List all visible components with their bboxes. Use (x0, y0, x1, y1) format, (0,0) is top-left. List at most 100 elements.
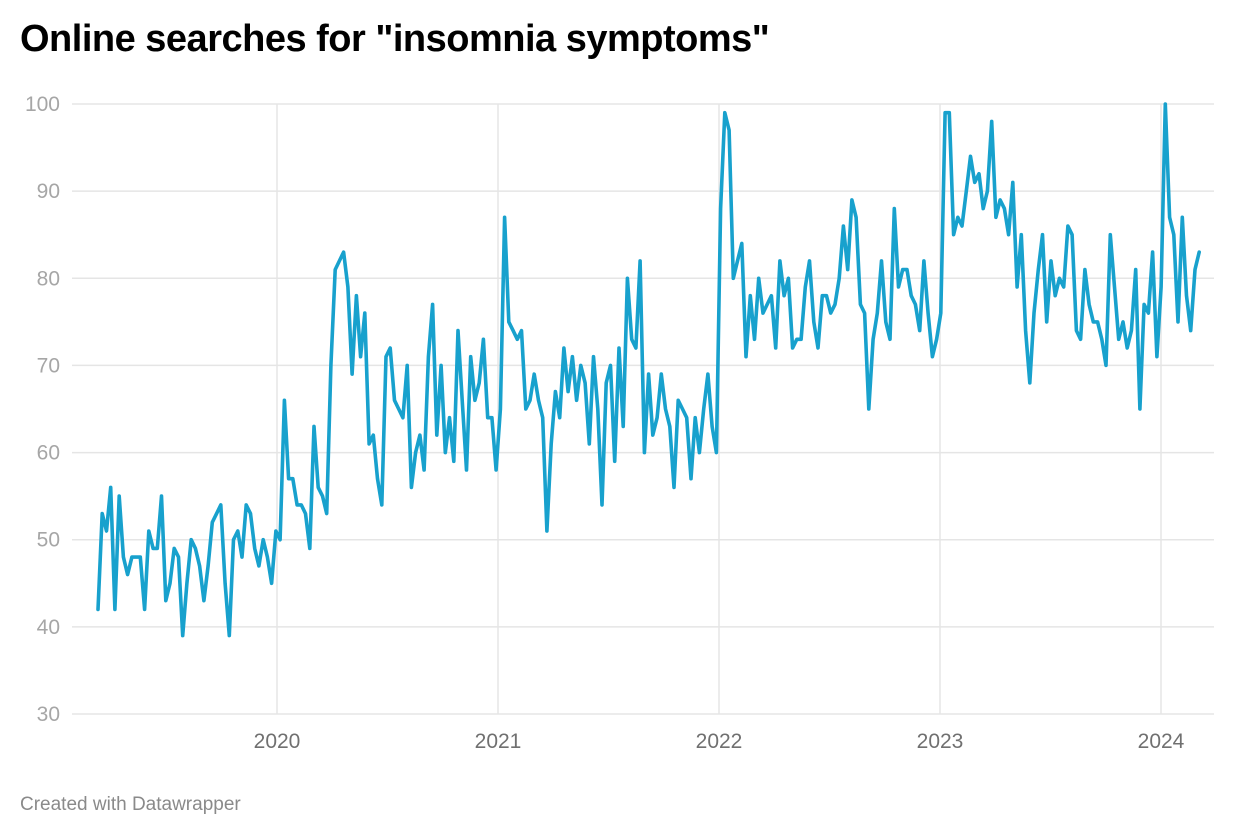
x-tick-label: 2024 (1138, 730, 1185, 753)
data-point (177, 555, 180, 559)
data-point (321, 494, 324, 498)
data-points (96, 102, 1201, 637)
data-point (223, 582, 227, 585)
y-tick-label: 100 (25, 93, 60, 116)
data-point (414, 451, 417, 454)
data-point (787, 277, 790, 280)
data-point (1020, 233, 1023, 236)
data-point (702, 407, 705, 411)
data-point (278, 538, 282, 541)
data-point (634, 346, 638, 350)
data-point (600, 503, 604, 507)
data-point (740, 242, 743, 245)
data-point (774, 346, 777, 350)
data-point (215, 512, 218, 515)
data-point (799, 338, 803, 341)
data-point (109, 486, 112, 489)
data-point (969, 155, 972, 158)
data-point (1028, 381, 1032, 385)
data-point (253, 547, 256, 550)
data-point (274, 529, 278, 533)
data-point (1164, 102, 1167, 106)
y-tick-label: 40 (37, 616, 60, 639)
data-point (359, 355, 362, 358)
y-axis-labels: 30 40 50 60 70 80 90 100 (25, 93, 60, 726)
data-point (164, 599, 167, 602)
data-point (478, 381, 481, 385)
data-point (1015, 285, 1019, 289)
data-point (719, 207, 722, 210)
data-point (757, 277, 760, 280)
data-point (1172, 233, 1176, 236)
data-point (389, 346, 392, 350)
data-point (1096, 320, 1099, 324)
data-point (181, 634, 184, 637)
data-point (486, 416, 489, 419)
footer-credit: Created with Datawrapper (20, 794, 241, 815)
data-point (982, 207, 985, 210)
data-point (1003, 207, 1006, 210)
data-point (609, 364, 612, 367)
data-point (291, 477, 294, 480)
data-point (1070, 233, 1074, 236)
data-point (588, 442, 591, 446)
data-point (833, 303, 837, 306)
data-point (821, 294, 824, 297)
data-point (825, 294, 828, 297)
data-point (422, 468, 426, 472)
data-point (245, 503, 248, 507)
data-point (660, 372, 663, 376)
data-point (1181, 216, 1184, 219)
data-point (918, 329, 921, 332)
data-point (406, 364, 409, 367)
data-point (698, 451, 701, 454)
data-point (528, 399, 532, 402)
data-point (334, 268, 337, 271)
data-point (134, 555, 138, 559)
data-point (1109, 233, 1112, 236)
data-point (118, 494, 121, 498)
data-point (537, 399, 540, 402)
data-point (363, 311, 366, 315)
data-point (350, 372, 354, 376)
data-point (1189, 329, 1192, 332)
data-point (393, 399, 396, 402)
data-point (143, 608, 146, 611)
data-point (427, 355, 430, 358)
data-point (160, 494, 163, 498)
data-point (520, 329, 523, 332)
data-point (897, 285, 900, 289)
data-point (867, 407, 870, 411)
data-point (1155, 355, 1159, 358)
data-point (346, 285, 350, 289)
data-point (931, 355, 934, 358)
data-point (410, 486, 413, 489)
data-point (308, 547, 311, 550)
data-point (1138, 407, 1142, 411)
data-point (1147, 311, 1150, 315)
data-point (617, 346, 621, 350)
data-point (651, 433, 654, 437)
data-point (871, 338, 875, 341)
data-point (452, 460, 455, 463)
data-point (842, 224, 845, 228)
data-point (664, 407, 667, 411)
data-point (1045, 320, 1048, 324)
data-point (1049, 259, 1053, 263)
data-point (854, 216, 858, 219)
data-point (266, 555, 269, 559)
data-point (994, 216, 998, 219)
data-point (1142, 303, 1146, 306)
data-point (706, 372, 710, 376)
data-point (859, 303, 862, 306)
data-point (1079, 338, 1082, 341)
data-point (681, 407, 684, 411)
data-point (1198, 250, 1201, 254)
data-point (511, 329, 515, 332)
data-point (444, 451, 447, 454)
data-point (151, 547, 155, 550)
data-point (960, 224, 964, 228)
data-point (1058, 277, 1061, 280)
data-point (804, 285, 807, 289)
data-point (901, 268, 904, 271)
